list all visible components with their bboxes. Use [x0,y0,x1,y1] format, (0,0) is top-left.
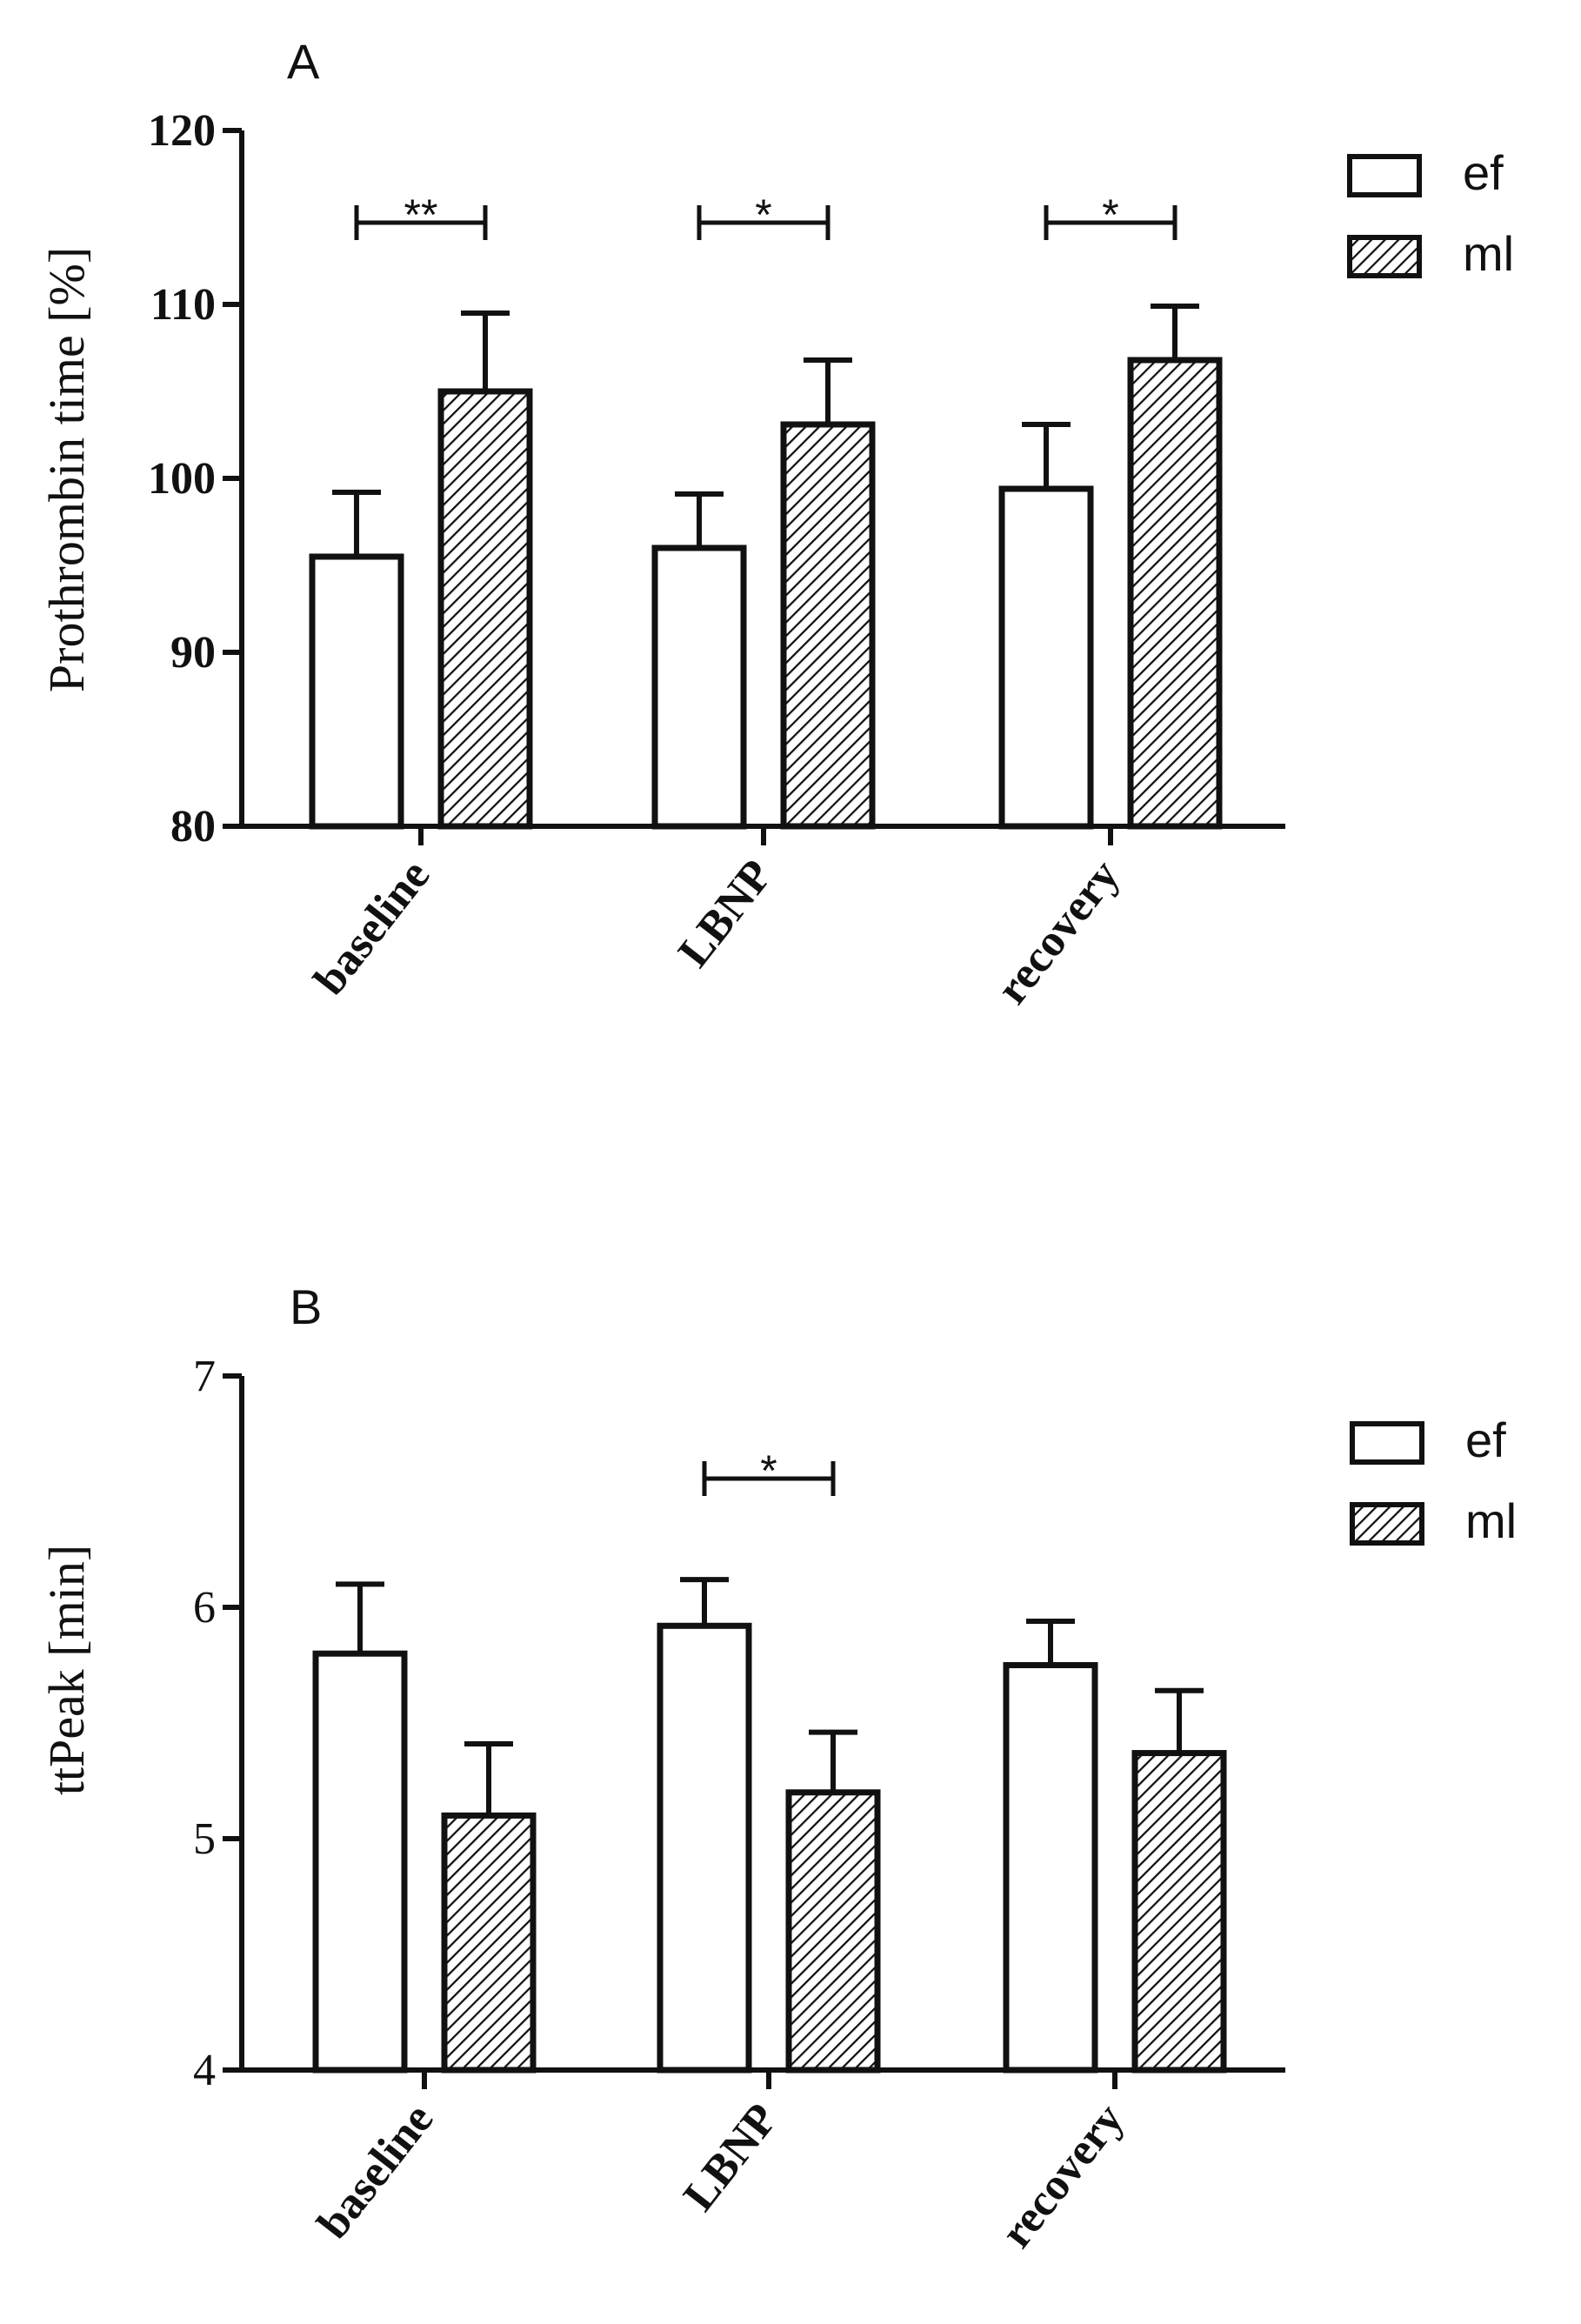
panel-b-y-tick-label: 4 [193,2046,216,2095]
panel-b-legend: ef ml [1350,1412,1517,1548]
panel-a-bar-ml [437,388,533,830]
panel-b-bar-ml [441,1812,537,2074]
panel-a-legend-swatch-ml [1347,235,1422,278]
panel-b-bar-ef [1003,1662,1098,2074]
panel-a-y-tick-label: 120 [148,106,216,156]
panel-b-y-tick-label: 5 [193,1814,216,1864]
panel-a-significance-label: * [755,190,771,239]
panel-b-bar-ef [312,1650,408,2074]
panel-b-y-tick-label: 6 [193,1583,216,1633]
panel-b-x-tick-label: LBNP [674,2094,787,2220]
panel-a-legend-label-ml: ml [1463,226,1514,281]
panel-a-bar-ef [309,553,404,830]
panel-a-y-tick-label: 100 [148,454,216,504]
panel-b-x-tick-label: baseline [308,2094,443,2247]
panel-a-bars [309,304,1223,830]
panel-b-y-tick-label: 7 [193,1352,216,1401]
panel-b-x-tick-label: recovery [991,2094,1133,2257]
panel-a-bar-ef [651,544,747,830]
panel-a-legend-label-ef: ef [1463,145,1504,200]
panel-a-y-axis-title: Prothrombin time [%] [38,247,95,692]
panel-a-x-tick-label: recovery [987,851,1129,1013]
panel-b-legend-swatch-ef [1350,1421,1424,1465]
panel-a-significance-label: * [1102,190,1118,239]
panel-a-legend-swatch-ef [1347,154,1422,197]
panel-a-bar-ml [780,421,876,830]
panel-b-legend-label-ef: ef [1465,1412,1506,1467]
panel-b-significance-label: * [760,1446,777,1495]
panel-b-bar-ef [657,1622,752,2074]
panel-b-significance: * [702,1446,836,1496]
panel-b-legend-swatch-ml [1350,1502,1424,1546]
panel-a-x-tick-label: LBNP [669,851,782,976]
panel-a-x-tick-label: baseline [304,851,439,1004]
panel-a-y-tick-label: 80 [170,802,216,851]
panel-a-bar-ef [998,485,1094,830]
panel-a-significance: ** * * [354,190,1177,240]
panel-b-letter: B [290,1279,322,1334]
panel-a-letter: A [287,34,320,89]
panel-b-bars [312,1577,1227,2074]
panel-a-bar-ml [1127,357,1223,830]
panel-b-bar-ml [1131,1750,1227,2074]
panel-b-y-axis-title: ttPeak [min] [38,1545,95,1795]
panel-b-legend-label-ml: ml [1465,1493,1517,1548]
panel-a: A Prothrombin time [%] 80 90 100 110 120 base… [38,34,1514,1013]
panel-a-significance-label: ** [404,190,438,239]
panel-b-bar-ml [785,1789,881,2074]
panel-a-y-tick-label: 90 [170,628,216,678]
panel-a-legend: ef ml [1347,145,1514,281]
panel-a-y-tick-label: 110 [150,280,216,330]
